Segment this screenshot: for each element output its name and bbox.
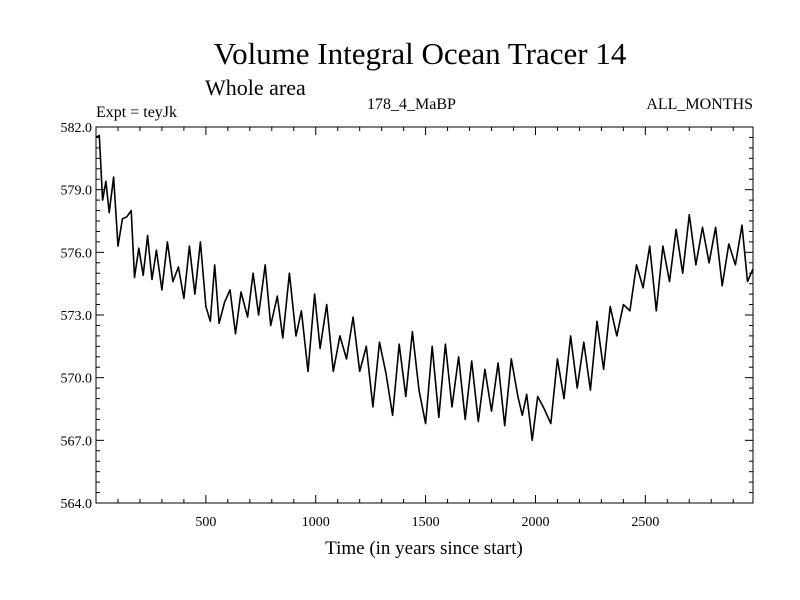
x-tick-label: 500	[195, 515, 216, 530]
expt-label: Expt = teyJk	[96, 104, 177, 121]
y-tick-label: 573.0	[61, 309, 93, 324]
months-label: ALL_MONTHS	[646, 96, 753, 113]
plot-frame	[95, 126, 754, 504]
x-tick-label: 1500	[412, 515, 440, 530]
y-tick-label: 570.0	[61, 372, 93, 387]
y-tick-label: 579.0	[61, 184, 93, 199]
period-label: 178_4_MaBP	[367, 96, 456, 113]
x-axis-label: Time (in years since start)	[325, 538, 523, 559]
chart-title: Volume Integral Ocean Tracer 14	[214, 36, 627, 71]
x-tick-label: 2000	[521, 515, 549, 530]
x-tick-label: 1000	[302, 515, 330, 530]
x-tick-label: 2500	[631, 515, 659, 530]
y-tick-label: 582.0	[61, 121, 93, 136]
chart-subtitle: Whole area	[205, 75, 306, 100]
x-axis: 500 1000 1500 2000 2500	[117, 127, 734, 530]
y-tick-label: 564.0	[61, 497, 93, 512]
data-series-line	[95, 134, 754, 442]
y-tick-label: 567.0	[61, 434, 93, 449]
y-axis: 564.0 567.0 570.0 573.0 576.0 579.0 582.0	[61, 121, 753, 512]
y-tick-label: 576.0	[61, 246, 93, 261]
